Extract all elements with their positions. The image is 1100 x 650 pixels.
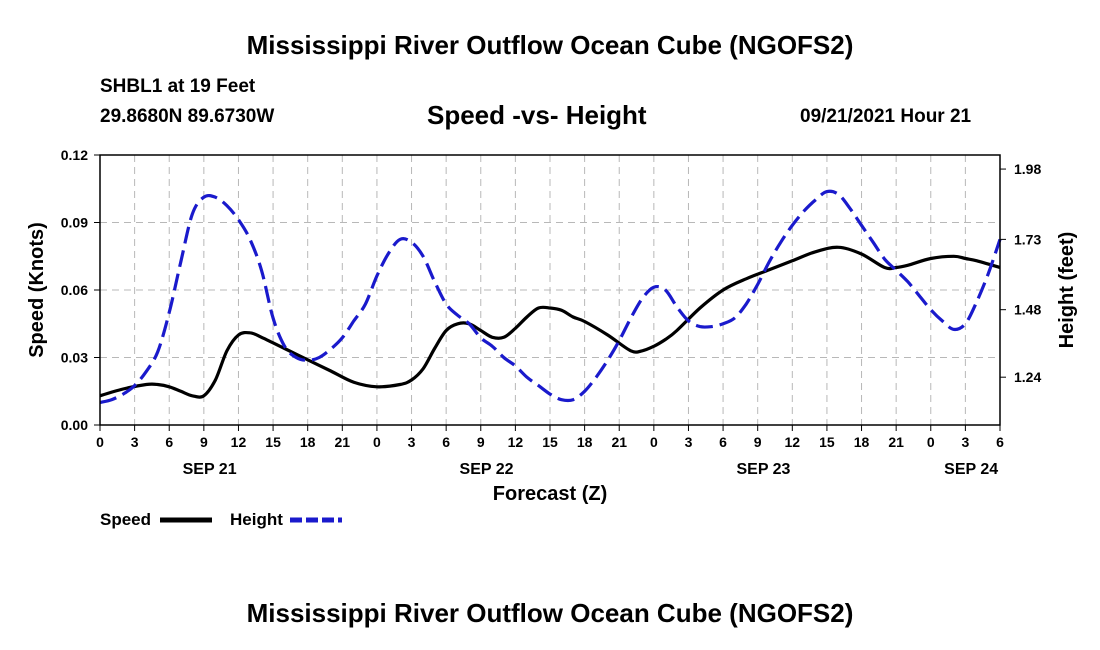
- y-tick-label: 0.00: [61, 417, 88, 433]
- y2-axis-label: Height (feet): [1056, 232, 1078, 349]
- x-tick-label: 12: [508, 434, 524, 450]
- x-tick-label: 12: [785, 434, 801, 450]
- series-lines: [99, 189, 1002, 405]
- x-tick-label: 9: [754, 434, 762, 450]
- x-tick-label: 21: [888, 434, 904, 450]
- station-label: SHBL1 at 19 Feet: [100, 76, 256, 97]
- grid-lines: [100, 155, 1000, 425]
- x-tick-label: 21: [611, 434, 627, 450]
- x-tick-label: 21: [335, 434, 351, 450]
- y-axis-label: Speed (Knots): [26, 222, 48, 358]
- date-label: SEP 23: [736, 461, 790, 478]
- y2-tick-label: 1.24: [1014, 369, 1041, 385]
- x-tick-label: 15: [819, 434, 835, 450]
- y-tick-label: 0.12: [61, 147, 88, 163]
- x-tick-label: 0: [96, 434, 104, 450]
- x-tick-label: 9: [477, 434, 485, 450]
- x-tick-label: 0: [650, 434, 658, 450]
- x-tick-label: 6: [996, 434, 1004, 450]
- legend-height-label: Height: [230, 510, 283, 529]
- x-tick-label: 18: [300, 434, 316, 450]
- x-tick-label: 6: [442, 434, 450, 450]
- axes: 0 3 6 9 12 15 18 21 0 3 6 9 12 15 18 21 0 3 6 9 12 15 18 21 0 3 6 0…: [61, 147, 1042, 478]
- footer-title: Mississippi River Outflow Ocean Cube (NG…: [246, 598, 854, 628]
- x-tick-label: 3: [961, 434, 969, 450]
- x-tick-label: 9: [200, 434, 208, 450]
- y2-tick-label: 1.73: [1014, 231, 1041, 247]
- y-tick-label: 0.09: [61, 215, 88, 231]
- y2-tick-label: 1.98: [1014, 161, 1041, 177]
- x-tick-label: 3: [685, 434, 693, 450]
- page-title: Mississippi River Outflow Ocean Cube (NG…: [246, 30, 854, 60]
- x-tick-label: 3: [131, 434, 139, 450]
- x-tick-label: 3: [408, 434, 416, 450]
- height-series-line: [99, 189, 1002, 405]
- date-label: SEP 24: [944, 461, 998, 478]
- x-axis-label: Forecast (Z): [493, 483, 607, 505]
- legend-speed-label: Speed: [100, 510, 151, 529]
- speed-series-line: [99, 245, 1001, 399]
- chart-subtitle: Speed -vs- Height: [427, 100, 647, 130]
- x-tick-label: 15: [265, 434, 281, 450]
- date-label: SEP 22: [460, 461, 514, 478]
- x-tick-label: 18: [854, 434, 870, 450]
- y2-tick-label: 1.48: [1014, 302, 1041, 318]
- x-tick-label: 0: [927, 434, 935, 450]
- x-tick-label: 6: [719, 434, 727, 450]
- date-label: SEP 21: [183, 461, 237, 478]
- x-tick-label: 6: [165, 434, 173, 450]
- x-tick-label: 12: [231, 434, 247, 450]
- x-tick-label: 18: [577, 434, 593, 450]
- y-tick-label: 0.03: [61, 350, 88, 366]
- x-tick-label: 15: [542, 434, 558, 450]
- x-tick-label: 0: [373, 434, 381, 450]
- legend: Speed Height: [100, 510, 342, 529]
- station-coordinates: 29.8680N 89.6730W: [100, 106, 275, 127]
- forecast-datetime: 09/21/2021 Hour 21: [800, 106, 972, 127]
- y-tick-label: 0.06: [61, 282, 88, 298]
